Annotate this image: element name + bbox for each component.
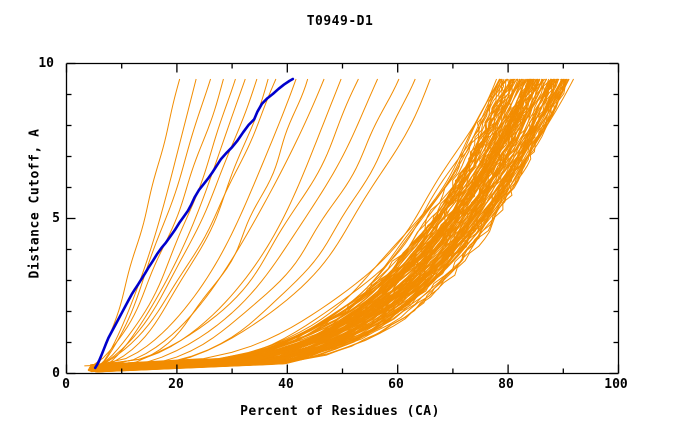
- other-prediction-curve: [96, 78, 544, 373]
- other-prediction-curve: [95, 78, 525, 371]
- other-prediction-curve: [93, 78, 224, 365]
- other-prediction-curve: [97, 78, 212, 370]
- other-prediction-curve: [104, 78, 325, 367]
- other-prediction-curve: [100, 78, 246, 368]
- other-prediction-curve: [98, 78, 529, 373]
- x-tick-label-60: 60: [388, 377, 404, 392]
- x-tick-label-80: 80: [498, 377, 514, 392]
- highlighted-prediction-curve: [93, 77, 295, 370]
- other-prediction-curve: [95, 78, 530, 372]
- other-prediction-curve: [97, 78, 534, 372]
- other-prediction-curve: [95, 78, 503, 373]
- other-prediction-curve: [89, 78, 277, 369]
- page-title: T0949-D1: [306, 14, 374, 29]
- x-tick-label-100: 100: [604, 377, 628, 392]
- x-tick-label-20: 20: [168, 377, 184, 392]
- x-axis-label: Percent of Residues (CA): [240, 404, 440, 419]
- other-prediction-curve: [93, 78, 562, 371]
- other-prediction-curve: [91, 78, 400, 371]
- other-prediction-curve: [91, 78, 565, 369]
- other-prediction-curve: [90, 78, 258, 369]
- y-tick-label-0: 0: [52, 366, 60, 381]
- other-prediction-curves: [84, 78, 575, 373]
- other-prediction-curve: [97, 78, 528, 370]
- y-tick-label-10: 10: [38, 56, 54, 71]
- x-tick-label-40: 40: [278, 377, 294, 392]
- other-prediction-curve: [93, 78, 554, 368]
- other-prediction-curve: [91, 78, 529, 372]
- other-prediction-curve: [95, 78, 539, 367]
- other-prediction-curve: [90, 78, 379, 371]
- other-prediction-curve: [89, 78, 529, 370]
- y-tick-label-5: 5: [52, 211, 60, 226]
- other-prediction-curve: [97, 78, 297, 366]
- other-prediction-curve: [104, 78, 512, 369]
- other-prediction-curve: [95, 78, 416, 370]
- other-prediction-curve: [93, 78, 236, 368]
- other-prediction-curve: [101, 78, 309, 369]
- axis-frame: [65, 62, 620, 375]
- x-tick-label-0: 0: [62, 377, 70, 392]
- other-prediction-curve: [95, 78, 566, 371]
- other-prediction-curve: [87, 78, 501, 371]
- other-prediction-curve: [99, 78, 501, 371]
- other-prediction-curve: [94, 78, 518, 371]
- other-prediction-curve: [100, 78, 431, 371]
- other-prediction-curve: [93, 78, 512, 369]
- other-prediction-curve: [93, 78, 503, 372]
- other-prediction-curve: [96, 78, 181, 368]
- other-prediction-curve: [89, 78, 269, 369]
- other-prediction-curve: [92, 78, 536, 370]
- other-prediction-curve: [99, 78, 342, 366]
- other-prediction-curve: [97, 78, 197, 368]
- other-prediction-curve: [94, 78, 500, 371]
- other-prediction-curve: [91, 78, 359, 367]
- y-axis-label: Distance Cutoff, A: [27, 128, 43, 279]
